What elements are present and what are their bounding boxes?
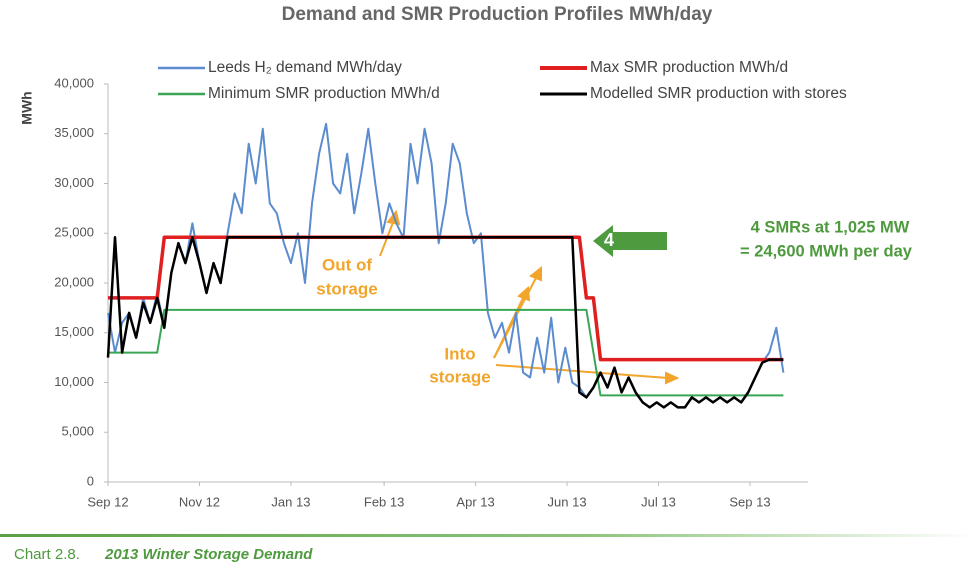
annotation: 4: [604, 230, 614, 250]
legend-label: Leeds H₂ demand MWh/day: [208, 59, 402, 76]
footer-rule: [0, 534, 976, 537]
annotation: storage: [429, 367, 490, 386]
annotation: = 24,600 MWh per day: [740, 242, 913, 260]
series-line: [106, 235, 784, 409]
y-tick-label: 20,000: [54, 274, 94, 289]
x-tick-label: Nov 12: [179, 494, 220, 509]
y-tick-label: 15,000: [54, 324, 94, 339]
x-tick-label: Jan 13: [271, 494, 310, 509]
x-tick-label: Apr 13: [456, 494, 494, 509]
y-tick-label: 5,000: [61, 424, 94, 439]
annotation: Into: [444, 344, 475, 363]
footer-caption: 2013 Winter Storage Demand: [104, 546, 313, 563]
y-tick-label: 40,000: [54, 75, 94, 90]
y-tick-label: 25,000: [54, 225, 94, 240]
annotation: 4 SMRs at 1,025 MW: [751, 218, 910, 236]
x-tick-label: Jul 13: [641, 494, 676, 509]
annotation: storage: [316, 279, 377, 298]
y-tick-label: 30,000: [54, 175, 94, 190]
y-axis-label: MWh: [19, 91, 35, 124]
y-tick-label: 35,000: [54, 125, 94, 140]
series-line: [108, 235, 784, 362]
storage-arrows: [379, 209, 680, 385]
legend-label: Minimum SMR production MWh/d: [208, 85, 440, 102]
annotation: Out of: [322, 255, 372, 274]
series-line: [107, 122, 785, 409]
footer-label: Chart 2.8.: [14, 546, 80, 563]
x-tick-label: Sep 13: [729, 494, 770, 509]
annotation-arrow: [593, 225, 667, 257]
x-tick-label: Sep 12: [87, 494, 128, 509]
legend-label: Max SMR production MWh/d: [590, 59, 788, 76]
series-line: [108, 308, 784, 397]
y-tick-label: 0: [87, 473, 94, 488]
legend-label: Modelled SMR production with stores: [590, 85, 847, 102]
chart-title: Demand and SMR Production Profiles MWh/d…: [282, 4, 713, 25]
x-tick-label: Feb 13: [364, 494, 404, 509]
x-tick-label: Jun 13: [548, 494, 587, 509]
y-tick-label: 10,000: [54, 374, 94, 389]
